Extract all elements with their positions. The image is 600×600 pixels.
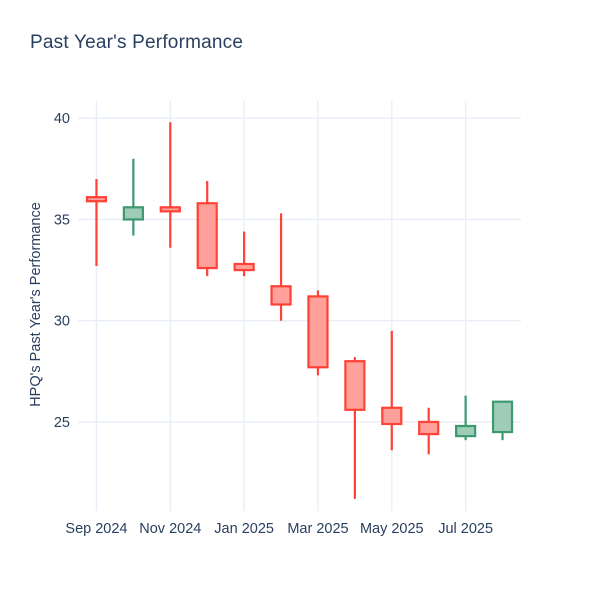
candle-body[interactable]	[381, 406, 403, 426]
candle-body[interactable]	[455, 424, 477, 438]
y-tick-label: 35	[54, 212, 70, 228]
y-tick-label: 25	[54, 415, 70, 431]
candle-body[interactable]	[344, 360, 366, 411]
x-tick-label: Jul 2025	[438, 521, 493, 537]
x-tick-label: Nov 2024	[139, 521, 201, 537]
candle-body[interactable]	[159, 206, 181, 213]
x-tick-label: Mar 2025	[287, 521, 348, 537]
y-tick-label: 30	[54, 314, 70, 330]
candle-body[interactable]	[122, 206, 144, 221]
chart-title: Past Year's Performance	[30, 32, 244, 53]
x-tick-label: May 2025	[360, 521, 424, 537]
candle-body[interactable]	[196, 202, 218, 270]
candle-body[interactable]	[233, 262, 255, 272]
candle-body[interactable]	[491, 400, 514, 434]
y-axis-title: HPQ's Past Year's Performance	[28, 202, 44, 407]
x-tick-label: Sep 2024	[65, 521, 127, 537]
y-tick-label: 40	[54, 111, 70, 127]
candle-body[interactable]	[418, 420, 440, 436]
candle-body[interactable]	[307, 295, 329, 369]
x-tick-label: Jan 2025	[214, 521, 274, 537]
candle-body[interactable]	[270, 285, 292, 306]
candle-body[interactable]	[85, 196, 108, 203]
